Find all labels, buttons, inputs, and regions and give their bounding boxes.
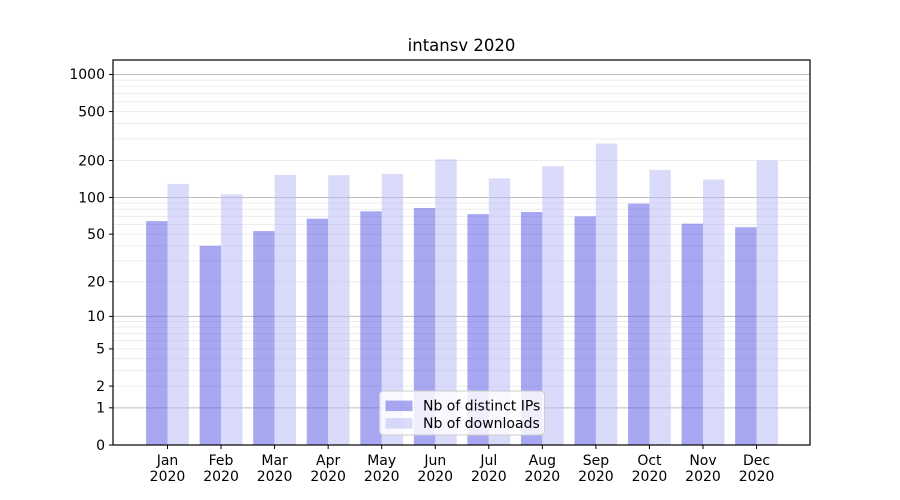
y-tick-label: 20	[87, 275, 105, 291]
y-tick-label: 2	[96, 379, 105, 395]
y-tick-label: 1	[96, 401, 105, 417]
x-tick-label-month: Aug	[529, 453, 556, 469]
x-tick-label-year: 2020	[417, 469, 453, 485]
bar-ips-aug	[520, 212, 543, 445]
x-tick-label-year: 2020	[471, 469, 507, 485]
x-tick-label-month: Dec	[743, 453, 770, 469]
plot-border	[112, 59, 811, 446]
x-tick-label-year: 2020	[364, 469, 400, 485]
x-tick-label-year: 2020	[310, 469, 346, 485]
y-tick-label: 200	[78, 153, 105, 169]
y-tick-label: 100	[78, 190, 105, 206]
x-tick-label-month: Jun	[423, 453, 446, 469]
bar-ips-sep	[574, 216, 596, 445]
bar-downloads-dec	[756, 160, 778, 445]
y-tick-label: 0	[96, 438, 105, 454]
bar-ips-mar	[253, 231, 275, 445]
bar-downloads-mar	[274, 174, 296, 445]
x-tick-label-year: 2020	[632, 469, 668, 485]
bar-ips-oct	[628, 203, 650, 445]
y-tick-label: 1000	[69, 67, 105, 83]
bar-downloads-aug	[542, 166, 564, 445]
x-tick-label-month: Jan	[156, 453, 179, 469]
legend-box	[379, 390, 545, 436]
bar-downloads-apr	[328, 175, 350, 445]
bar-downloads-may	[381, 173, 404, 445]
legend-swatch-ips	[385, 400, 413, 412]
bar-downloads-jul	[488, 178, 511, 445]
bar-ips-jun	[413, 207, 436, 445]
bar-downloads-feb	[221, 194, 243, 445]
x-tick-label-month: Oct	[637, 453, 662, 469]
x-tick-label-year: 2020	[150, 469, 186, 485]
x-tick-label-month: Jul	[479, 453, 497, 469]
x-tick-label-year: 2020	[525, 469, 561, 485]
y-tick-label: 5	[96, 342, 105, 358]
x-tick-label-year: 2020	[685, 469, 721, 485]
x-tick-label-month: Mar	[261, 453, 288, 469]
x-tick-label-year: 2020	[578, 469, 614, 485]
bar-downloads-sep	[595, 143, 618, 445]
x-tick-label-month: Apr	[316, 453, 340, 469]
bar-ips-jan	[146, 221, 168, 445]
y-tick-label: 500	[78, 104, 105, 120]
bar-ips-apr	[306, 218, 329, 445]
bar-downloads-oct	[649, 169, 671, 445]
x-tick-label-month: May	[367, 453, 396, 469]
legend-swatch-downloads	[385, 418, 413, 429]
x-tick-label-month: Sep	[583, 453, 610, 469]
bar-ips-may	[360, 211, 382, 445]
x-tick-label-month: Nov	[689, 453, 716, 469]
chart-title: intansv 2020	[407, 36, 516, 55]
bar-downloads-nov	[703, 179, 725, 445]
bar-ips-jul	[467, 214, 489, 445]
legend-label-ips: Nb of distinct IPs	[423, 399, 540, 415]
bar-ips-nov	[681, 223, 703, 445]
bar-downloads-jan	[167, 183, 189, 446]
x-tick-label-year: 2020	[257, 469, 293, 485]
x-tick-label-year: 2020	[203, 469, 239, 485]
bar-ips-feb	[199, 245, 222, 445]
x-tick-label-year: 2020	[739, 469, 775, 485]
legend-label-downloads: Nb of downloads	[423, 416, 540, 432]
bar-ips-dec	[735, 227, 757, 445]
y-tick-label: 50	[87, 227, 105, 243]
y-tick-label: 10	[87, 309, 105, 325]
x-tick-label-month: Feb	[209, 453, 234, 469]
bar-downloads-jun	[435, 159, 457, 445]
